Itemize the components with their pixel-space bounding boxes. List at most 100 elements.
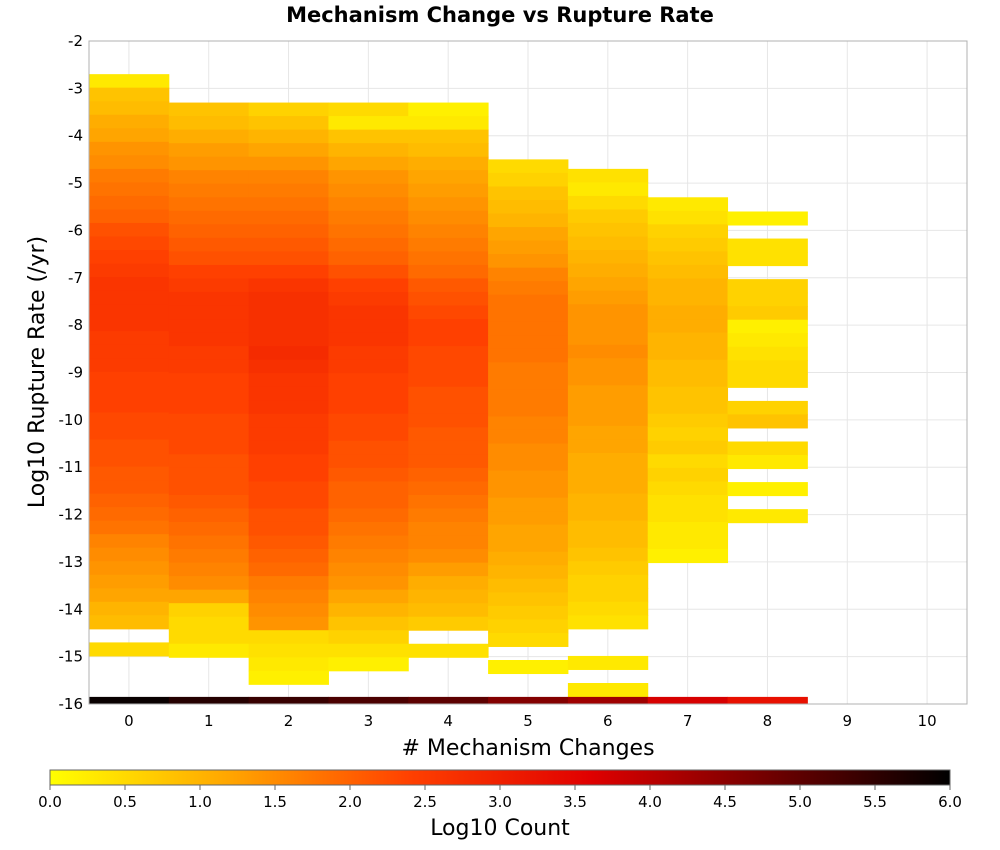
heatmap-cell xyxy=(488,660,569,675)
heatmap-cell xyxy=(567,195,649,210)
heatmap-cell xyxy=(168,589,250,604)
heatmap-cell xyxy=(168,413,250,428)
y-tick-label: -6 xyxy=(68,221,83,239)
heatmap-cell xyxy=(248,670,329,685)
heatmap-cell xyxy=(89,101,170,116)
heatmap-cell xyxy=(168,603,250,618)
heatmap-cell xyxy=(488,524,569,539)
heatmap-cell xyxy=(567,547,649,562)
heatmap-cell xyxy=(567,168,649,183)
heatmap-cell xyxy=(89,601,170,616)
heatmap-cell xyxy=(248,630,329,645)
heatmap-cell xyxy=(488,362,569,377)
heatmap-cell xyxy=(408,332,489,347)
heatmap-cell xyxy=(328,508,409,523)
heatmap-cell xyxy=(328,630,409,645)
heatmap-cell xyxy=(248,454,329,469)
heatmap-cell xyxy=(328,535,409,550)
heatmap-cell xyxy=(567,480,649,495)
heatmap-cell xyxy=(89,317,170,332)
heatmap-cell xyxy=(168,102,250,117)
x-axis-label: # Mechanism Changes xyxy=(401,736,654,761)
heatmap-cell xyxy=(248,143,329,158)
y-tick-label: -10 xyxy=(59,411,84,429)
heatmap-cell xyxy=(89,398,170,413)
heatmap-cell xyxy=(567,561,649,576)
heatmap-cell xyxy=(89,236,170,251)
heatmap-cell xyxy=(89,290,170,305)
heatmap-cell xyxy=(89,128,170,143)
y-tick-label: -12 xyxy=(59,506,84,524)
heatmap-cell xyxy=(408,386,489,401)
heatmap-cell xyxy=(328,576,409,591)
heatmap-cell xyxy=(727,400,808,415)
heatmap-cell xyxy=(567,236,649,251)
heatmap-cell xyxy=(168,156,250,171)
heatmap-cell xyxy=(248,264,329,279)
heatmap-cell xyxy=(408,346,489,361)
heatmap-cell xyxy=(647,549,729,564)
heatmap-cell xyxy=(248,359,329,374)
heatmap-cell xyxy=(168,467,250,482)
heatmap-cell xyxy=(248,116,329,131)
heatmap-cell xyxy=(647,454,729,469)
heatmap-cell xyxy=(727,373,808,388)
heatmap-cell xyxy=(248,467,329,482)
heatmap-cell xyxy=(408,494,489,509)
colorbar-tick-label: 2.5 xyxy=(413,793,437,811)
heatmap-cell xyxy=(408,116,489,131)
heatmap-cell xyxy=(488,551,569,566)
heatmap-cell xyxy=(647,237,729,252)
heatmap-cell xyxy=(89,534,170,549)
heatmap-cell xyxy=(248,494,329,509)
colorbar-tick-label: 2.0 xyxy=(338,793,362,811)
heatmap-cell xyxy=(328,237,409,252)
heatmap-cell xyxy=(727,279,808,294)
heatmap-cell xyxy=(647,467,729,482)
heatmap-cell xyxy=(567,412,649,427)
heatmap-cell xyxy=(168,562,250,577)
heatmap-cell xyxy=(647,481,729,496)
heatmap-cell xyxy=(168,549,250,564)
heatmap-cell xyxy=(89,493,170,508)
colorbar-tick-label: 4.0 xyxy=(638,793,662,811)
heatmap-cell xyxy=(328,224,409,239)
colorbar-tick-label: 0.0 xyxy=(38,793,62,811)
heatmap-cell xyxy=(488,578,569,593)
heatmap-cell xyxy=(727,346,808,361)
heatmap-cell xyxy=(328,359,409,374)
y-tick-label: -3 xyxy=(68,79,83,97)
heatmap-cell xyxy=(328,183,409,198)
heatmap-cell xyxy=(328,549,409,564)
heatmap-cell xyxy=(488,484,569,499)
heatmap-cell xyxy=(328,264,409,279)
heatmap-cell xyxy=(328,129,409,144)
heatmap-cell xyxy=(248,210,329,225)
heatmap-cell xyxy=(248,616,329,631)
heatmap-cell xyxy=(727,292,808,307)
heatmap-cell xyxy=(647,332,729,347)
heatmap-cell xyxy=(248,129,329,144)
heatmap-cell xyxy=(328,521,409,537)
heatmap-cell xyxy=(328,143,409,158)
colorbar-tick-label: 3.0 xyxy=(488,793,512,811)
heatmap-cell xyxy=(89,371,170,386)
heatmap-cell xyxy=(89,439,170,454)
heatmap-cell xyxy=(89,195,170,210)
x-tick-label: 8 xyxy=(763,712,773,730)
heatmap-cell xyxy=(488,429,569,445)
heatmap-cell xyxy=(328,197,409,212)
heatmap-cell xyxy=(89,182,170,197)
heatmap-cell xyxy=(408,129,489,144)
heatmap-cell xyxy=(248,224,329,239)
heatmap-cell xyxy=(328,170,409,185)
x-tick-label: 10 xyxy=(918,712,937,730)
heatmap-cell xyxy=(248,183,329,198)
heatmap-cell xyxy=(567,209,649,224)
x-axis-ticks: 0 1 2 3 4 5 6 7 8 9 10 xyxy=(124,712,937,730)
heatmap-cell xyxy=(168,576,250,591)
heatmap-cell xyxy=(408,359,489,374)
heatmap-cell xyxy=(727,482,808,497)
heatmap-cell xyxy=(488,227,569,242)
heatmap-cell xyxy=(488,619,569,634)
